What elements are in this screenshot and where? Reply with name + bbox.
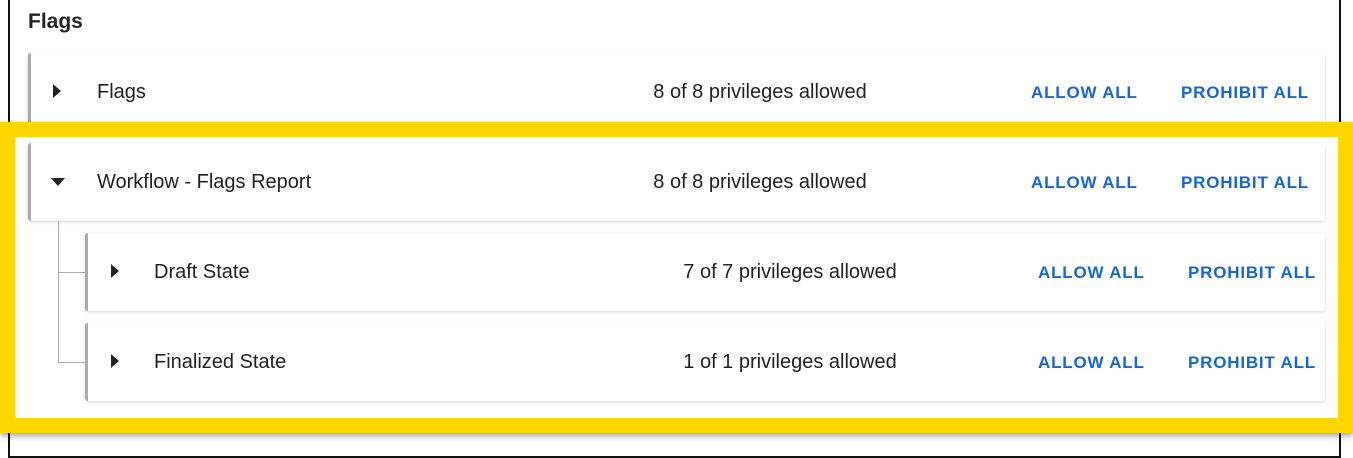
group-name: Workflow - Flags Report: [97, 171, 312, 193]
privilege-count: 8 of 8 privileges allowed: [653, 171, 867, 193]
privilege-count: 1 of 1 privileges allowed: [683, 351, 897, 373]
tree-line: [58, 362, 86, 363]
section-title: Flags: [28, 10, 83, 33]
prohibit-all-button[interactable]: PROHIBIT ALL: [1188, 263, 1316, 282]
allow-all-button[interactable]: ALLOW ALL: [1038, 353, 1145, 372]
tree-line: [58, 221, 59, 362]
prohibit-all-button[interactable]: PROHIBIT ALL: [1181, 83, 1309, 102]
prohibit-all-button[interactable]: PROHIBIT ALL: [1188, 353, 1316, 372]
group-name: Finalized State: [154, 351, 287, 373]
expand-arrow-icon[interactable]: [111, 264, 119, 278]
collapse-arrow-icon[interactable]: [51, 178, 65, 186]
allow-all-button[interactable]: ALLOW ALL: [1031, 173, 1138, 192]
privilege-group-row[interactable]: Workflow - Flags Report 8 of 8 privilege…: [28, 143, 1325, 221]
privilege-subgroup-row[interactable]: Finalized State 1 of 1 privileges allowe…: [85, 323, 1325, 401]
allow-all-button[interactable]: ALLOW ALL: [1031, 83, 1138, 102]
expand-arrow-icon[interactable]: [53, 84, 61, 98]
privilege-count: 8 of 8 privileges allowed: [653, 81, 867, 103]
privilege-subgroup-row[interactable]: Draft State 7 of 7 privileges allowed AL…: [85, 233, 1325, 311]
expand-arrow-icon[interactable]: [111, 354, 119, 368]
privilege-count: 7 of 7 privileges allowed: [683, 261, 897, 283]
prohibit-all-button[interactable]: PROHIBIT ALL: [1181, 173, 1309, 192]
group-name: Draft State: [154, 261, 250, 283]
allow-all-button[interactable]: ALLOW ALL: [1038, 263, 1145, 282]
privilege-group-row[interactable]: Flags 8 of 8 privileges allowed ALLOW AL…: [28, 53, 1325, 131]
tree-line: [58, 272, 86, 273]
group-name: Flags: [97, 81, 146, 103]
